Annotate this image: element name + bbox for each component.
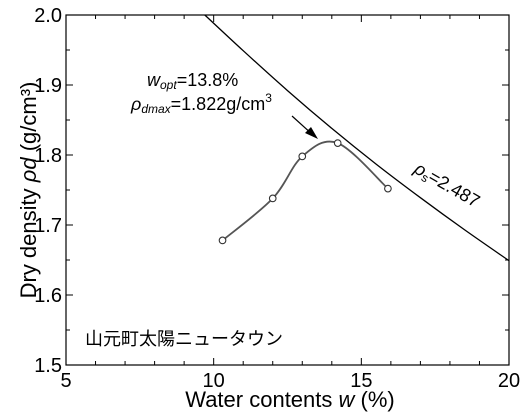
data-point bbox=[218, 236, 227, 245]
y-tick-label: 1.8 bbox=[34, 145, 62, 167]
axis-ticks bbox=[65, 14, 510, 366]
saturation-curve-label: ρs=2.487 bbox=[409, 158, 483, 213]
place-name: 山元町太陽ニュータウン bbox=[85, 329, 283, 350]
y-tick-label: 1.7 bbox=[34, 215, 62, 237]
saturation-curve bbox=[204, 14, 510, 262]
y-tick-label: 1.6 bbox=[34, 285, 62, 307]
rho-dmax-annotation: ρdmax=1.822g/cm3 bbox=[130, 91, 272, 116]
data-point bbox=[268, 194, 277, 203]
data-point bbox=[384, 184, 392, 193]
x-tick-label: 10 bbox=[203, 370, 225, 392]
data-point bbox=[298, 152, 307, 161]
y-tick-label: 1.9 bbox=[34, 75, 62, 97]
y-tick-label: 1.5 bbox=[34, 355, 62, 377]
data-point bbox=[333, 139, 342, 147]
markers bbox=[218, 139, 392, 245]
curves bbox=[204, 14, 510, 262]
y-axis-label: Dry density ρd (g/cm³) bbox=[16, 82, 41, 299]
x-tick-label: 5 bbox=[60, 370, 71, 392]
x-tick-label: 20 bbox=[498, 370, 520, 392]
x-axis-label: Water contents w (%) bbox=[185, 387, 395, 412]
arrowhead bbox=[305, 127, 318, 139]
tick-labels: 5 10 15 20 1.5 1.6 1.7 1.8 1.9 2.0 bbox=[34, 5, 520, 392]
x-tick-label: 15 bbox=[350, 370, 372, 392]
y-tick-label: 2.0 bbox=[34, 5, 62, 27]
wopt-annotation: wopt=13.8% bbox=[147, 70, 238, 92]
